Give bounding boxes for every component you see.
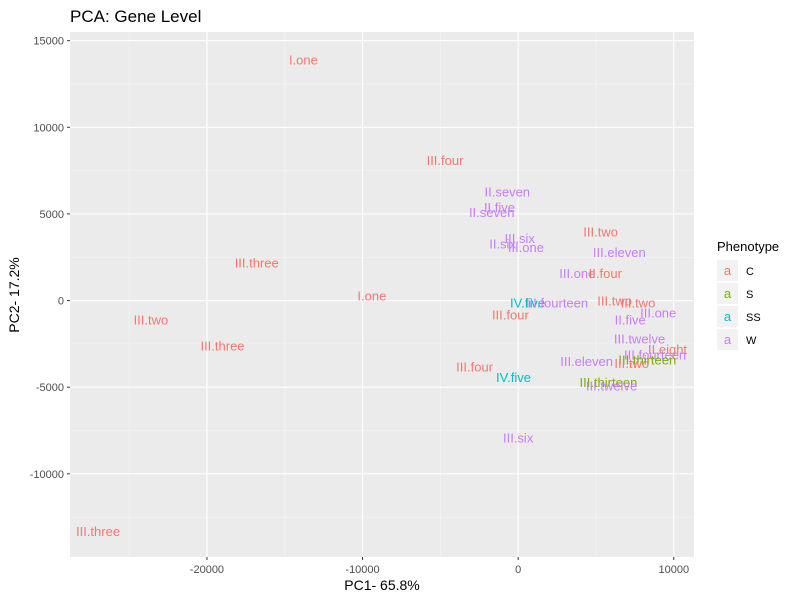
point-label: II.five <box>484 200 515 215</box>
point-label: III.eleven <box>560 354 613 369</box>
x-tick-label: 0 <box>515 564 521 576</box>
point-label: III.eleven <box>593 245 646 260</box>
point-label: I.one <box>357 288 386 303</box>
y-tick-label: -10000 <box>30 469 64 481</box>
legend-key <box>717 260 738 281</box>
point-label: II.six <box>489 236 516 251</box>
point-label: III.twelve <box>614 332 665 347</box>
legend-label: W <box>746 335 757 347</box>
x-tick-label: -20000 <box>190 564 224 576</box>
point-label: II.seven <box>469 205 515 220</box>
point-label: III.four <box>456 359 494 374</box>
point-label: IV.five <box>510 295 545 310</box>
point-label: II.seven <box>485 184 531 199</box>
legend-label: C <box>746 266 754 278</box>
point-label: III.twelve <box>586 378 637 393</box>
point-label: I.one <box>289 53 318 68</box>
y-tick-label: 0 <box>58 296 64 308</box>
point-label: III.six <box>505 231 536 246</box>
point-label: III.one <box>559 266 595 281</box>
legend-label: SS <box>746 312 761 324</box>
point-label: III.fourteen <box>624 347 686 362</box>
point-label: III.two <box>597 294 632 309</box>
point-label: IV.five <box>496 370 531 385</box>
point-label: II.four <box>589 266 623 281</box>
point-label: III.fourteen <box>526 295 588 310</box>
point-label: III.three <box>76 524 120 539</box>
data-points: I.oneIII.fourII.sevenII.fiveII.sevenIII.… <box>76 53 687 539</box>
x-tick-label: -10000 <box>345 564 379 576</box>
point-label: III.two <box>621 295 656 310</box>
y-tick-label: 10000 <box>33 122 64 134</box>
point-label: III.six <box>503 430 534 445</box>
grid-lines <box>70 32 694 557</box>
legend-key <box>717 283 738 304</box>
point-label: II.eight <box>648 342 687 357</box>
legend-glyph: a <box>724 309 732 324</box>
point-label: III.thirteen <box>618 352 676 367</box>
point-label: III.three <box>235 255 279 270</box>
y-tick-label: 15000 <box>33 36 64 48</box>
point-label: III.two <box>134 313 169 328</box>
point-label: III.thirteen <box>580 375 638 390</box>
legend: Phenotype a Ca Sa SS a W <box>717 239 779 350</box>
y-tick-label: -5000 <box>36 382 64 394</box>
chart-title: PCA: Gene Level <box>70 7 201 26</box>
point-label: II.five <box>615 313 646 328</box>
point-label: III.two <box>614 356 649 371</box>
legend-glyph: a <box>724 332 732 347</box>
y-axis-title: PC2- 17.2% <box>6 257 22 332</box>
x-axis-ticks: -20000 -10000 0 10000 <box>190 557 689 576</box>
plot-panel <box>70 32 694 557</box>
point-label: III.one <box>640 306 676 321</box>
x-tick-label: 10000 <box>658 564 689 576</box>
legend-label: S <box>746 289 753 301</box>
y-tick-label: 5000 <box>40 209 64 221</box>
point-label: III.three <box>200 339 244 354</box>
legend-key <box>717 306 738 327</box>
point-label: III.four <box>492 307 530 322</box>
point-label: III.four <box>427 153 465 168</box>
y-axis-ticks: -10000 -5000 0 5000 10000 15000 <box>30 36 70 481</box>
x-axis-title: PC1- 65.8% <box>344 577 419 593</box>
legend-glyph: a <box>724 286 732 301</box>
legend-title: Phenotype <box>717 239 779 254</box>
point-label: III.two <box>583 224 618 239</box>
legend-glyph: a <box>724 263 732 278</box>
legend-key <box>717 329 738 350</box>
point-label: III.one <box>508 240 544 255</box>
